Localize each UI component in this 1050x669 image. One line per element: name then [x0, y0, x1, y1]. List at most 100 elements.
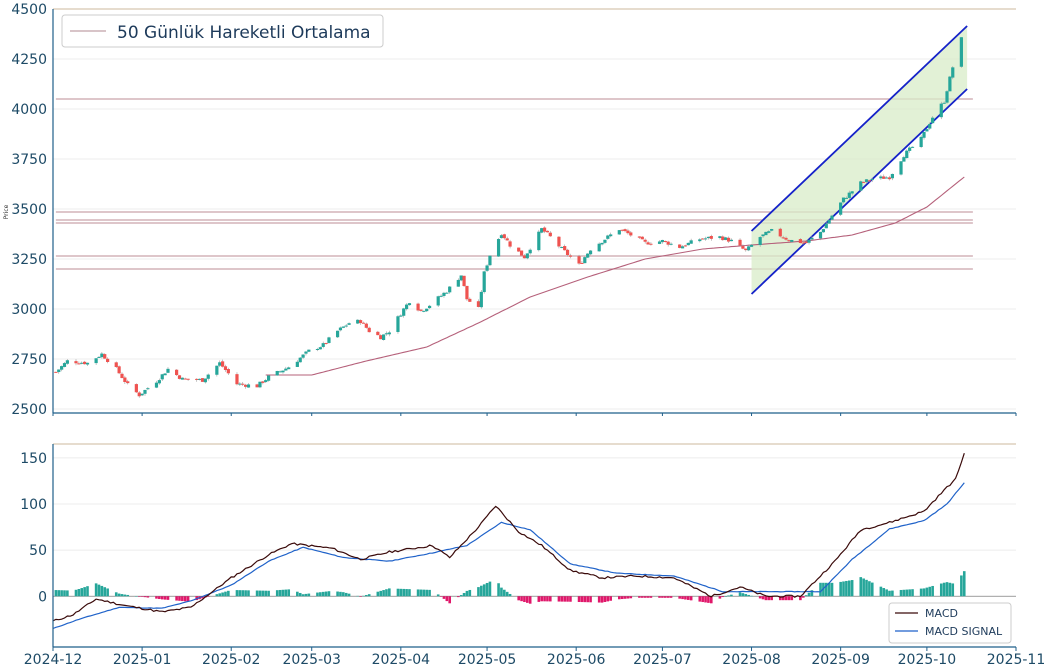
candle: [810, 235, 814, 241]
candle: [479, 290, 483, 309]
candle: [284, 366, 288, 371]
candle-body: [882, 176, 886, 179]
candle: [887, 175, 892, 181]
candle: [488, 255, 492, 267]
candle: [505, 236, 509, 241]
macd-hist-bar: [224, 591, 227, 597]
macd-hist-bar: [523, 596, 526, 603]
macd-ytick-label: 50: [29, 543, 47, 559]
channel-upper-line: [750, 25, 968, 232]
macd-hist-bar: [718, 596, 722, 599]
candle: [419, 309, 423, 312]
macd-hist-bar: [830, 582, 834, 597]
candle: [327, 336, 331, 344]
macd-hist-bar: [727, 595, 730, 597]
candle-body: [246, 384, 251, 388]
candle-body: [928, 123, 932, 129]
candle-body: [241, 383, 245, 385]
candle-body: [537, 231, 541, 251]
candle-body: [341, 326, 345, 328]
macd-hist-bar: [342, 592, 345, 597]
x-tick-label: 2025-06: [547, 652, 606, 668]
price-ytick-label: 4250: [11, 52, 47, 68]
macd-hist-bar: [244, 590, 247, 597]
macd-hist-bar: [606, 596, 610, 602]
candle: [540, 227, 544, 234]
candle-body: [698, 239, 702, 242]
candle: [134, 383, 138, 393]
candle: [519, 250, 524, 256]
candle: [183, 377, 187, 380]
macd-hist-bar: [689, 596, 693, 601]
candle-body: [416, 303, 420, 311]
candle-body: [502, 234, 506, 239]
candle: [703, 236, 708, 241]
macd-hist-bar: [402, 588, 406, 597]
macd-hist-bar: [546, 596, 549, 602]
candle: [686, 242, 690, 246]
candle: [617, 229, 621, 235]
macd-hist-bar: [439, 596, 443, 597]
candle-body: [427, 305, 432, 309]
candle-body: [218, 362, 222, 366]
price-ytick-label: 3000: [11, 302, 47, 318]
macd-hist-bar: [382, 590, 385, 597]
price-axes: [52, 8, 1017, 416]
macd-hist-bar: [678, 596, 681, 599]
candle-body: [83, 361, 87, 365]
x-tick-label: 2025-04: [372, 652, 431, 668]
candle-body: [399, 315, 403, 317]
candle-body: [525, 253, 529, 259]
candle-body: [718, 236, 722, 238]
macd-hist-bar: [868, 581, 871, 597]
macd-hist-bar: [500, 587, 503, 597]
candle: [402, 307, 406, 318]
macd-hist-bar: [526, 596, 529, 603]
candle-body: [364, 323, 368, 328]
candle-body: [867, 180, 871, 182]
candle-body: [540, 228, 544, 233]
candle: [905, 149, 909, 159]
macd-hist-bar: [698, 596, 702, 602]
candle-body: [85, 362, 90, 365]
macd-hist-bar: [327, 591, 331, 597]
candle: [241, 381, 245, 387]
macd-hist-bar: [638, 596, 641, 598]
candle: [629, 230, 633, 237]
macd-hist-bar: [281, 589, 285, 597]
macd-hist-bar: [960, 575, 963, 597]
candle-body: [922, 131, 926, 138]
candle: [741, 244, 745, 250]
candle-body: [568, 255, 573, 257]
candle-body: [154, 382, 159, 388]
candle: [959, 37, 963, 68]
macd-hist-bar: [569, 596, 572, 602]
macd-hist-bar: [140, 596, 144, 597]
candle: [764, 231, 768, 236]
candle: [235, 372, 239, 386]
candle: [818, 231, 823, 241]
x-tick-label: 2025-11: [987, 652, 1046, 668]
candle-body: [94, 358, 98, 364]
macd-hist-bar: [106, 588, 109, 597]
candle: [258, 381, 262, 389]
macd-hist-bar: [399, 588, 403, 597]
macd-hist-bar: [74, 589, 78, 597]
macd-hist-bar: [563, 596, 566, 602]
candle-body: [606, 235, 610, 239]
candle-body: [931, 117, 935, 124]
macd-hist-bar: [586, 596, 589, 603]
candle: [807, 239, 811, 245]
candle: [476, 299, 481, 308]
macd-hist-bar: [321, 591, 325, 597]
candle: [485, 264, 489, 272]
candle: [335, 330, 340, 339]
candle: [588, 249, 593, 256]
macd-hist-bar: [416, 589, 420, 597]
candle: [680, 245, 685, 249]
candle-body: [295, 361, 299, 367]
candle: [660, 239, 665, 244]
candle: [908, 146, 912, 153]
macd-hist-bar: [609, 596, 612, 601]
candle: [804, 239, 808, 244]
